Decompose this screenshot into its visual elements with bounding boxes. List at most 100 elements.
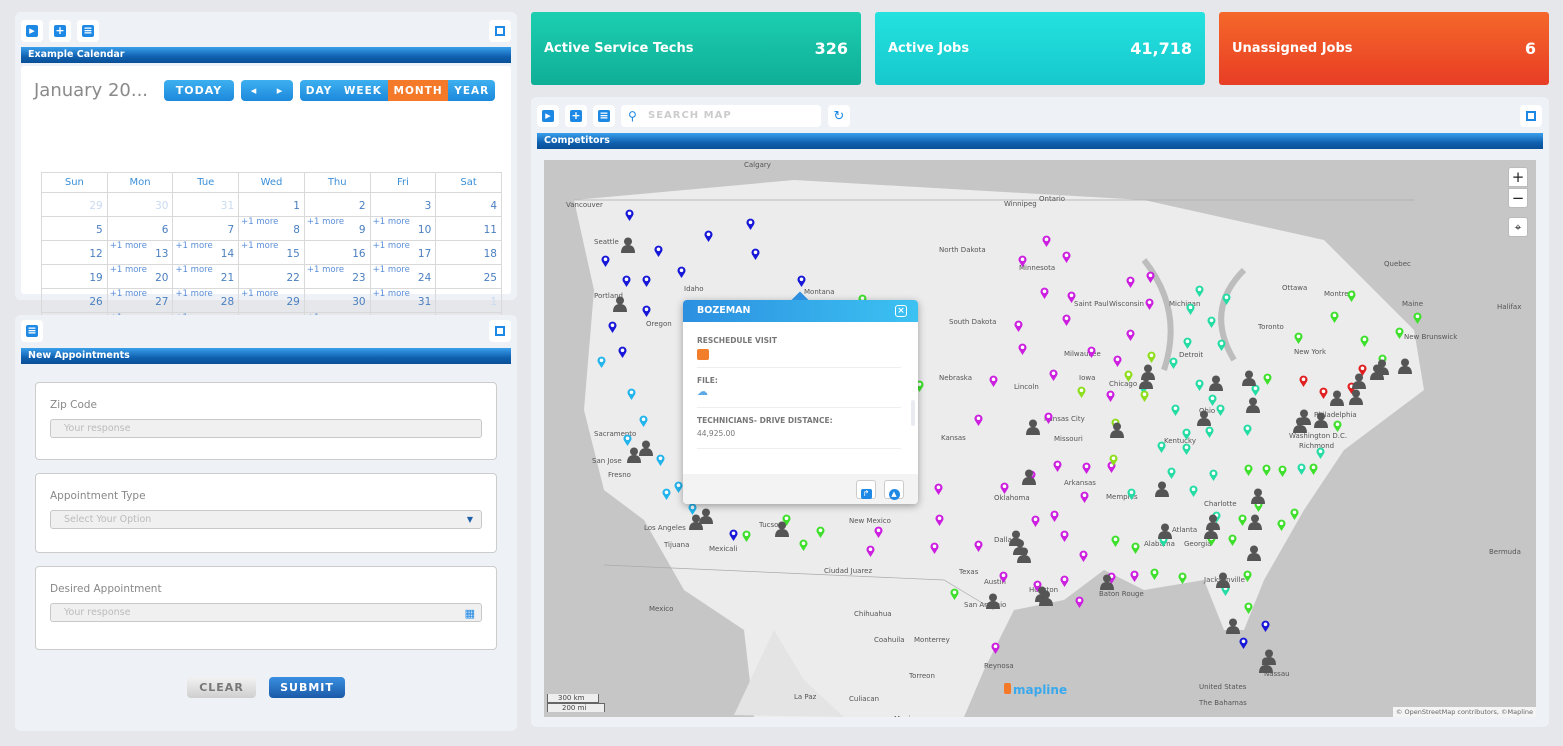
technician-marker-icon[interactable] <box>1226 618 1240 634</box>
day-cell[interactable]: +1 more 13 <box>106 240 174 265</box>
magenta-location-pin-icon[interactable] <box>1049 369 1058 381</box>
blue-location-pin-icon[interactable] <box>677 266 686 278</box>
teal-location-pin-icon[interactable] <box>1216 404 1225 416</box>
zoom-in-button[interactable]: + <box>1508 167 1528 187</box>
technician-marker-icon[interactable] <box>1039 590 1053 606</box>
blue-location-pin-icon[interactable] <box>746 218 755 230</box>
day-cell[interactable]: 2 <box>303 192 371 217</box>
teal-location-pin-icon[interactable] <box>1186 303 1195 315</box>
green-location-pin-icon[interactable] <box>1178 572 1187 584</box>
technician-marker-icon[interactable] <box>1155 481 1169 497</box>
day-cell[interactable]: +1 more 17 <box>369 240 437 265</box>
red-location-pin-icon[interactable] <box>1319 387 1328 399</box>
teal-location-pin-icon[interactable] <box>1205 426 1214 438</box>
blue-location-pin-icon[interactable] <box>642 305 651 317</box>
view-day-button[interactable]: DAY <box>300 80 339 101</box>
blue-location-pin-icon[interactable] <box>608 321 617 333</box>
add-button[interactable]: + <box>49 20 71 42</box>
blue-location-pin-icon[interactable] <box>618 346 627 358</box>
green-location-pin-icon[interactable] <box>1244 464 1253 476</box>
day-cell[interactable]: +1 more 24 <box>369 264 437 289</box>
green-location-pin-icon[interactable] <box>1228 534 1237 546</box>
magenta-location-pin-icon[interactable] <box>989 375 998 387</box>
more-events-link[interactable]: +1 more <box>175 289 213 299</box>
fullscreen-button[interactable] <box>489 20 511 42</box>
day-cell[interactable]: 12 <box>41 240 108 265</box>
magenta-location-pin-icon[interactable] <box>1044 412 1053 424</box>
green-location-pin-icon[interactable] <box>1150 568 1159 580</box>
day-cell[interactable]: 7 <box>172 216 240 241</box>
fullscreen-button[interactable] <box>1520 105 1542 127</box>
teal-location-pin-icon[interactable] <box>1243 424 1252 436</box>
more-events-link[interactable]: +1 more <box>241 289 279 299</box>
day-cell[interactable]: +1 more 21 <box>172 264 240 289</box>
magenta-location-pin-icon[interactable] <box>1146 271 1155 283</box>
technician-marker-icon[interactable] <box>1293 417 1307 433</box>
green-location-pin-icon[interactable] <box>1244 602 1253 614</box>
magenta-location-pin-icon[interactable] <box>991 642 1000 654</box>
green-location-pin-icon[interactable] <box>1290 508 1299 520</box>
technician-marker-icon[interactable] <box>613 296 627 312</box>
magenta-location-pin-icon[interactable] <box>1053 460 1062 472</box>
magenta-location-pin-icon[interactable] <box>1018 255 1027 267</box>
green-location-pin-icon[interactable] <box>799 539 808 551</box>
cyan-location-pin-icon[interactable] <box>674 481 683 493</box>
teal-location-pin-icon[interactable] <box>1182 428 1191 440</box>
day-cell[interactable]: +1 more 9 <box>303 216 371 241</box>
more-events-link[interactable]: +1 more <box>306 217 345 227</box>
technician-marker-icon[interactable] <box>1259 657 1273 673</box>
list-button[interactable]: ≡ <box>21 320 43 342</box>
day-cell[interactable]: +1 more 27 <box>106 288 174 313</box>
technician-marker-icon[interactable] <box>986 593 1000 609</box>
technician-marker-icon[interactable] <box>1158 523 1172 539</box>
collapse-button[interactable]: ▸ <box>537 105 559 127</box>
day-cell[interactable]: 18 <box>435 240 502 265</box>
blue-location-pin-icon[interactable] <box>601 255 610 267</box>
green-location-pin-icon[interactable] <box>1294 332 1303 344</box>
magenta-location-pin-icon[interactable] <box>935 514 944 526</box>
calendar-icon[interactable]: ▦ <box>464 607 475 620</box>
teal-location-pin-icon[interactable] <box>1127 488 1136 500</box>
green-location-pin-icon[interactable] <box>1333 420 1342 432</box>
day-cell[interactable]: +1 more 29 <box>238 288 305 313</box>
today-button[interactable]: TODAY <box>164 80 234 101</box>
green-location-pin-icon[interactable] <box>950 588 959 600</box>
teal-location-pin-icon[interactable] <box>1217 339 1226 351</box>
technician-marker-icon[interactable] <box>775 521 789 537</box>
blue-location-pin-icon[interactable] <box>751 248 760 260</box>
teal-location-pin-icon[interactable] <box>1157 441 1166 453</box>
upload-cloud-icon[interactable]: ☁ <box>697 385 708 398</box>
history-button[interactable]: ↻ <box>828 105 850 127</box>
day-cell[interactable]: +1 more 15 <box>238 240 305 265</box>
magenta-location-pin-icon[interactable] <box>1040 287 1049 299</box>
technician-marker-icon[interactable] <box>1251 488 1265 504</box>
day-cell[interactable]: 5 <box>41 216 108 241</box>
teal-location-pin-icon[interactable] <box>1171 404 1180 416</box>
day-cell[interactable]: 26 <box>41 288 108 313</box>
technician-marker-icon[interactable] <box>689 514 703 530</box>
day-cell[interactable]: 1 <box>238 192 305 217</box>
technician-marker-icon[interactable] <box>1110 422 1124 438</box>
red-location-pin-icon[interactable] <box>1299 375 1308 387</box>
magenta-location-pin-icon[interactable] <box>999 571 1008 583</box>
green-location-pin-icon[interactable] <box>1238 514 1247 526</box>
day-cell[interactable]: 29 <box>41 192 108 217</box>
technician-marker-icon[interactable] <box>1352 373 1366 389</box>
next-button[interactable]: ▸ <box>276 84 284 97</box>
magenta-location-pin-icon[interactable] <box>1145 298 1154 310</box>
blue-location-pin-icon[interactable] <box>622 275 631 287</box>
teal-location-pin-icon[interactable] <box>1167 467 1176 479</box>
technician-marker-icon[interactable] <box>1216 572 1230 588</box>
blue-location-pin-icon[interactable] <box>625 209 634 221</box>
red-location-pin-icon[interactable] <box>1358 364 1367 376</box>
magenta-location-pin-icon[interactable] <box>930 542 939 554</box>
magenta-location-pin-icon[interactable] <box>1113 355 1122 367</box>
day-cell[interactable]: 4 <box>435 192 502 217</box>
magenta-location-pin-icon[interactable] <box>1079 550 1088 562</box>
blue-location-pin-icon[interactable] <box>1239 637 1248 649</box>
magenta-location-pin-icon[interactable] <box>1082 462 1091 474</box>
day-cell[interactable]: +1 more 20 <box>106 264 174 289</box>
more-events-link[interactable]: +1 more <box>109 289 147 299</box>
magenta-location-pin-icon[interactable] <box>1087 346 1096 358</box>
lime-location-pin-icon[interactable] <box>1109 454 1118 466</box>
